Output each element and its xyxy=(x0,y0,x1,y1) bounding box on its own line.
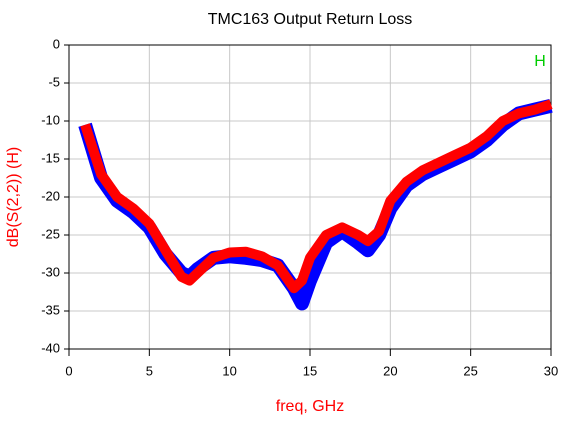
x-tick-label: 5 xyxy=(146,363,153,378)
x-tick-label: 30 xyxy=(544,363,558,378)
y-tick-label: -5 xyxy=(48,74,60,89)
y-tick-label: -35 xyxy=(41,302,60,317)
x-axis-label: freq, GHz xyxy=(276,398,344,415)
plot-frame xyxy=(68,44,552,350)
x-tick-label: 20 xyxy=(383,363,397,378)
x-tick-label: 25 xyxy=(463,363,477,378)
y-tick-label: 0 xyxy=(53,36,60,51)
y-axis-label: dB(S(2,2)) (H) xyxy=(5,147,22,247)
x-tick-label: 15 xyxy=(303,363,317,378)
y-tick-label: -20 xyxy=(41,188,60,203)
y-tick-label: -15 xyxy=(41,150,60,165)
series-line xyxy=(80,99,553,294)
y-tick-label: -30 xyxy=(41,264,60,279)
y-tick-label: -25 xyxy=(41,226,60,241)
x-tick-label: 0 xyxy=(65,363,72,378)
chart-title: TMC163 Output Return Loss xyxy=(208,11,413,28)
x-tick-label: 10 xyxy=(222,363,236,378)
y-tick-label: -40 xyxy=(41,340,60,355)
legend-label: H xyxy=(534,53,546,70)
y-tick-label: -10 xyxy=(41,112,60,127)
